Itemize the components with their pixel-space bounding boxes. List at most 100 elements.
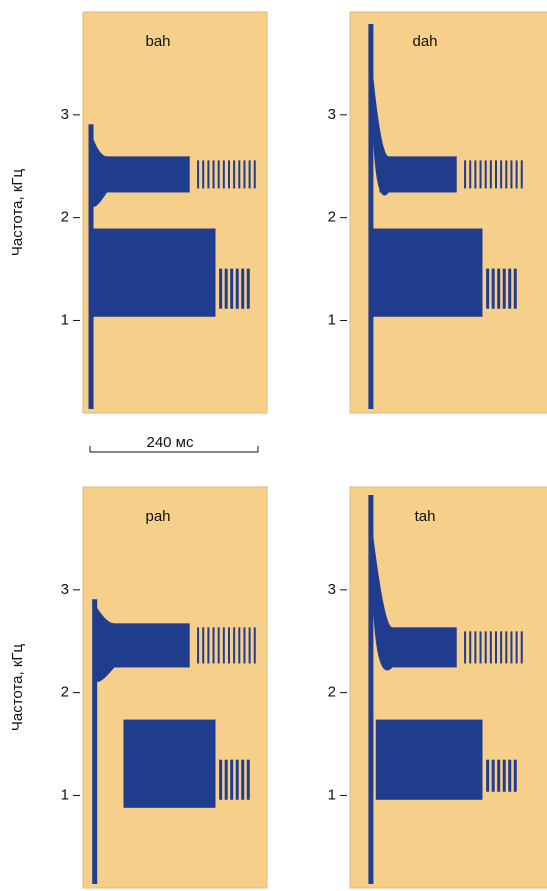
panel-title: pah <box>145 508 170 525</box>
formant-2-stripe <box>212 160 215 189</box>
y-tick-label: 1 <box>328 786 336 803</box>
spectrogram-panel: tah 1 2 3 <box>328 486 547 889</box>
formant-2-stripe <box>233 627 236 664</box>
formant-1-stripe <box>230 268 234 309</box>
formant-1 <box>92 228 216 317</box>
spectrogram-panel: bah Частота, кГц 1 2 3 <box>9 11 268 414</box>
formant-2-stripe <box>489 160 492 189</box>
formant-1-stripe <box>219 759 223 800</box>
formant-1-stripe <box>235 268 239 309</box>
formant-1-stripe <box>513 268 517 309</box>
formant-2-stripe <box>217 627 220 664</box>
formant-1-stripe <box>486 759 490 792</box>
formant-2-stripe <box>510 160 513 189</box>
formant-1-stripe <box>246 759 250 800</box>
formant-1-stripe <box>513 759 517 792</box>
y-tick-label: 3 <box>328 581 336 598</box>
formant-2-stripe <box>474 160 477 189</box>
formant-2-stripe <box>253 627 256 664</box>
formant-1 <box>372 228 483 317</box>
y-axis-label: Частота, кГц <box>9 168 26 256</box>
y-tick-label: 3 <box>328 106 336 123</box>
formant-2-stripe <box>520 160 523 189</box>
y-tick-label: 2 <box>61 209 69 226</box>
formant-2-stripe <box>207 627 210 664</box>
formant-1 <box>375 719 483 800</box>
formant-1-stripe <box>219 268 223 309</box>
spectrogram-panel: pah Частота, кГц 1 2 3 <box>9 486 268 889</box>
y-tick-label: 1 <box>61 311 69 328</box>
spectrogram-panel: dah 1 2 3 <box>328 11 547 414</box>
formant-2-stripe <box>238 627 241 664</box>
formant-2-stripe <box>217 160 220 189</box>
y-tick-label: 2 <box>61 684 69 701</box>
y-tick-label: 1 <box>61 786 69 803</box>
formant-2-stripe <box>222 160 225 189</box>
formant-1-stripe <box>497 759 501 792</box>
formant-1-stripe <box>508 759 512 792</box>
formant-1-stripe <box>491 268 495 309</box>
formant-1-stripe <box>502 759 506 792</box>
formant-1-stripe <box>502 268 506 309</box>
formant-1 <box>123 719 216 808</box>
formant-2-stripe <box>212 627 215 664</box>
formant-2-stripe <box>510 631 513 664</box>
panel-background <box>349 11 547 414</box>
formant-2-stripe <box>494 160 497 189</box>
formant-2-stripe <box>520 631 523 664</box>
formant-1-stripe <box>224 268 228 309</box>
formant-1-stripe <box>508 268 512 309</box>
formant-2-stripe <box>248 627 251 664</box>
y-tick-label: 2 <box>328 209 336 226</box>
formant-2-stripe <box>197 160 200 189</box>
formant-2-stripe <box>505 160 508 189</box>
formant-2 <box>105 623 190 668</box>
formant-2-stripe <box>474 631 477 664</box>
formant-2-stripe <box>227 160 230 189</box>
formant-2-stripe <box>479 160 482 189</box>
y-tick-label: 3 <box>61 581 69 598</box>
panel-background <box>349 486 547 889</box>
formant-2-stripe <box>253 160 256 189</box>
formant-2 <box>383 627 457 668</box>
formant-2-stripe <box>202 627 205 664</box>
transition <box>368 24 389 196</box>
formant-2-stripe <box>248 160 251 189</box>
formant-2-stripe <box>479 631 482 664</box>
formant-1-stripe <box>491 759 495 792</box>
formant-2-stripe <box>500 631 503 664</box>
formant-2-stripe <box>469 160 472 189</box>
formant-2-stripe <box>484 631 487 664</box>
formant-2-stripe <box>464 631 467 664</box>
formant-1-stripe <box>230 759 234 800</box>
formant-2-stripe <box>489 631 492 664</box>
formant-2-stripe <box>202 160 205 189</box>
panel-background <box>82 11 268 414</box>
formant-2-stripe <box>515 160 518 189</box>
formant-2-stripe <box>500 160 503 189</box>
formant-1-stripe <box>241 268 245 309</box>
y-tick-label: 2 <box>328 684 336 701</box>
onset <box>368 495 374 884</box>
panel-title: tah <box>415 508 436 525</box>
formant-2-stripe <box>227 627 230 664</box>
panel-background <box>82 486 268 889</box>
formant-2-stripe <box>494 631 497 664</box>
onset <box>88 124 94 409</box>
scale-bar-label: 240 мс <box>146 434 194 451</box>
formant-2-stripe <box>233 160 236 189</box>
formant-2-stripe <box>243 160 246 189</box>
formant-1-stripe <box>486 268 490 309</box>
formant-2-stripe <box>484 160 487 189</box>
panel-title: dah <box>412 33 437 50</box>
y-axis-label: Частота, кГц <box>9 643 26 731</box>
formant-1-stripe <box>235 759 239 800</box>
formant-1-stripe <box>246 268 250 309</box>
formant-1-stripe <box>497 268 501 309</box>
formant-2-stripe <box>515 631 518 664</box>
formant-1-stripe <box>241 759 245 800</box>
formant-2-stripe <box>243 627 246 664</box>
panel-title: bah <box>145 33 170 50</box>
formant-1-stripe <box>224 759 228 800</box>
